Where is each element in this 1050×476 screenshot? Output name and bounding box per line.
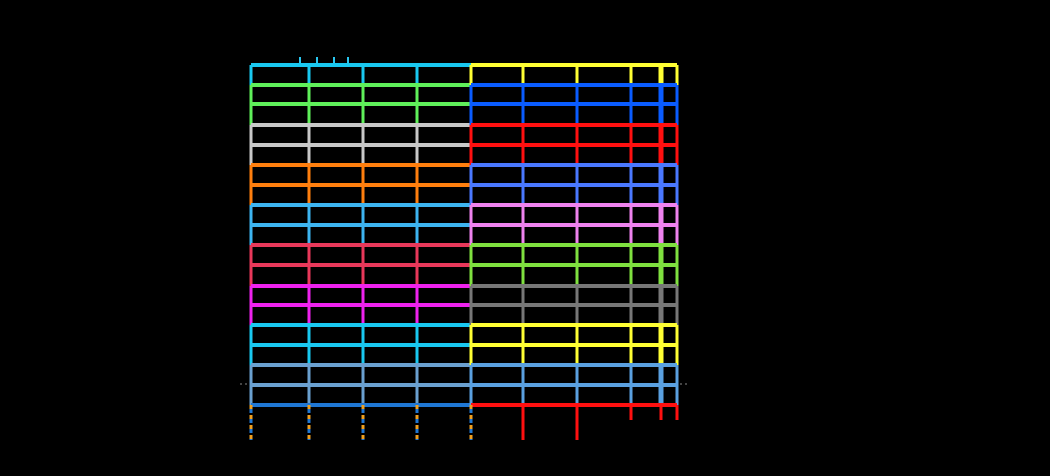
- top-ticks: [299, 57, 349, 64]
